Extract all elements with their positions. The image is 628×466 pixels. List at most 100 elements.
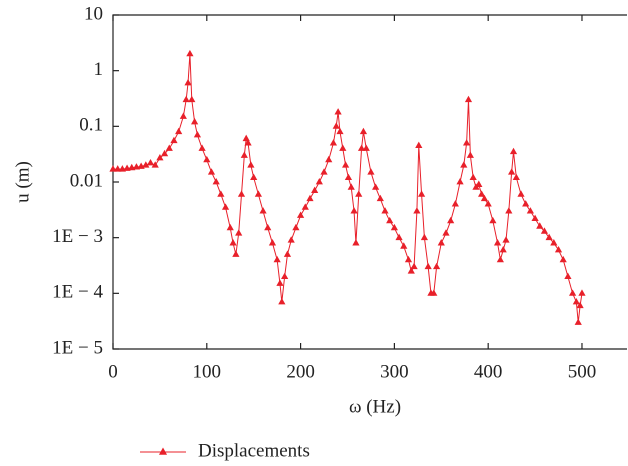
data-point (217, 190, 225, 197)
x-axis-label: ω (Hz) (349, 396, 401, 417)
data-point (550, 239, 558, 246)
data-point (342, 161, 350, 168)
data-point (460, 161, 468, 168)
data-point (355, 190, 363, 197)
data-point (568, 289, 577, 296)
data-point (244, 139, 252, 146)
data-point (564, 272, 572, 279)
data-point (576, 301, 584, 309)
data-point (250, 173, 258, 180)
data-point (475, 180, 483, 187)
data-point (347, 183, 355, 190)
data-point (191, 117, 199, 125)
data-point (466, 151, 474, 158)
data-point (493, 239, 502, 246)
data-point (359, 127, 368, 135)
data-line (113, 53, 583, 323)
data-point (574, 318, 582, 325)
data-point (156, 153, 164, 161)
data-point (276, 279, 284, 286)
data-point (325, 155, 333, 163)
data-point (410, 262, 418, 270)
data-point (464, 95, 473, 103)
data-point (420, 233, 429, 241)
data-point (386, 216, 394, 224)
y-tick-label: 1E − 3 (52, 226, 103, 247)
data-point (447, 216, 455, 224)
data-point (179, 112, 187, 119)
legend-marker (158, 447, 168, 455)
data-point (329, 139, 338, 146)
data-point (170, 136, 178, 144)
data-point (336, 127, 344, 135)
data-point (175, 127, 183, 135)
data-point (572, 297, 580, 305)
data-point (531, 214, 539, 222)
data-point (146, 158, 155, 166)
data-point (240, 151, 248, 158)
data-point (237, 190, 246, 197)
data-point (430, 289, 438, 296)
data-point (512, 173, 520, 180)
data-point (165, 144, 173, 151)
data-point (502, 236, 510, 243)
data-point (334, 108, 342, 115)
x-tick-label: 200 (286, 361, 315, 382)
x-tick-label: 400 (474, 361, 503, 382)
data-point (182, 95, 190, 103)
data-point (554, 246, 563, 253)
data-point (540, 227, 549, 234)
data-point (193, 130, 202, 138)
data-point (432, 262, 441, 270)
data-point (352, 239, 360, 246)
y-tick-label: 0.1 (79, 115, 103, 136)
y-tick-label: 1 (94, 59, 104, 80)
x-tick-label: 0 (108, 361, 118, 382)
data-point (376, 194, 384, 202)
data-point (509, 147, 518, 155)
data-point (109, 165, 117, 172)
data-point (545, 233, 553, 241)
data-point (496, 255, 504, 263)
data-point (184, 79, 192, 86)
data-point (484, 200, 492, 207)
data-point (339, 144, 347, 151)
data-point (456, 178, 464, 185)
data-point (344, 173, 353, 180)
data-point (242, 134, 250, 142)
data-point (526, 207, 534, 214)
data-point (283, 250, 292, 257)
data-point (254, 190, 262, 197)
data-point (505, 207, 513, 214)
data-point (221, 203, 230, 210)
data-point (424, 262, 432, 270)
data-point (372, 183, 380, 190)
data-point (469, 173, 477, 180)
data-point (264, 223, 272, 231)
data-point (395, 233, 403, 241)
data-point (332, 122, 340, 129)
data-point (259, 207, 267, 214)
data-point (203, 155, 211, 163)
data-point (413, 207, 421, 214)
data-point (268, 239, 277, 246)
data-point (463, 139, 471, 146)
data-point (273, 255, 281, 263)
data-point (247, 161, 255, 168)
data-point (235, 229, 243, 236)
data-point (499, 246, 507, 253)
data-point (160, 149, 169, 157)
data-point (142, 161, 150, 168)
data-point (114, 165, 122, 172)
data-point (451, 200, 459, 207)
data-point (287, 236, 295, 243)
data-point (311, 186, 319, 194)
data-point (559, 255, 567, 263)
data-point (407, 267, 415, 274)
data-point (315, 178, 323, 185)
data-point (186, 49, 194, 57)
y-tick-label: 10 (84, 3, 103, 24)
data-point (229, 239, 237, 246)
data-point (350, 207, 358, 214)
